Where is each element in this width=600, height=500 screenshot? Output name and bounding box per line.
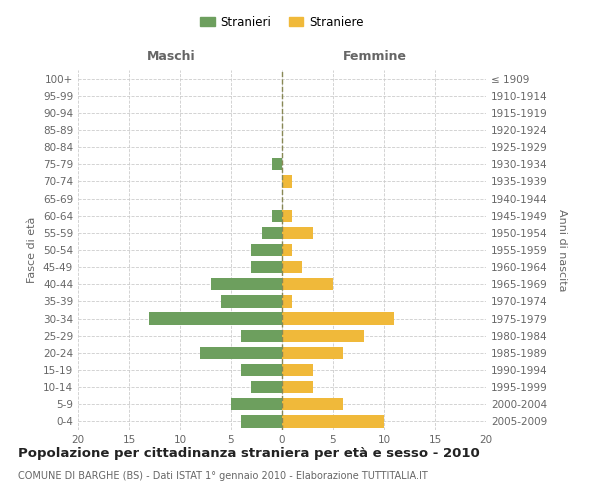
Bar	[149, 312, 282, 324]
Bar	[282, 330, 364, 342]
Bar	[231, 398, 282, 410]
Bar	[282, 226, 313, 239]
Bar	[241, 416, 282, 428]
Bar	[282, 176, 292, 188]
Bar	[251, 381, 282, 394]
Bar	[282, 244, 292, 256]
Bar	[200, 346, 282, 359]
Bar	[241, 330, 282, 342]
Bar	[272, 210, 282, 222]
Bar	[282, 398, 343, 410]
Bar	[282, 312, 394, 324]
Bar	[282, 381, 313, 394]
Bar	[211, 278, 282, 290]
Bar	[241, 364, 282, 376]
Bar	[282, 364, 313, 376]
Bar	[282, 210, 292, 222]
Bar	[262, 226, 282, 239]
Text: Maschi: Maschi	[146, 50, 196, 62]
Bar	[282, 278, 333, 290]
Legend: Stranieri, Straniere: Stranieri, Straniere	[196, 11, 368, 34]
Text: COMUNE DI BARGHE (BS) - Dati ISTAT 1° gennaio 2010 - Elaborazione TUTTITALIA.IT: COMUNE DI BARGHE (BS) - Dati ISTAT 1° ge…	[18, 471, 428, 481]
Y-axis label: Anni di nascita: Anni di nascita	[557, 209, 567, 291]
Text: Femmine: Femmine	[343, 50, 407, 62]
Y-axis label: Fasce di età: Fasce di età	[28, 217, 37, 283]
Bar	[251, 244, 282, 256]
Bar	[282, 346, 343, 359]
Bar	[272, 158, 282, 170]
Bar	[282, 261, 302, 274]
Text: Popolazione per cittadinanza straniera per età e sesso - 2010: Popolazione per cittadinanza straniera p…	[18, 448, 480, 460]
Bar	[282, 296, 292, 308]
Bar	[282, 416, 384, 428]
Bar	[251, 261, 282, 274]
Bar	[221, 296, 282, 308]
